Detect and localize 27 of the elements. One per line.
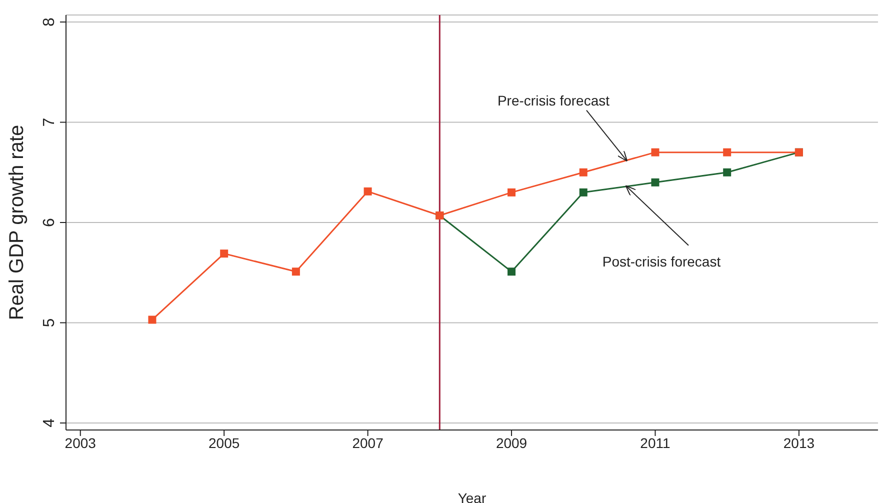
x-tick-label: 2013 [783, 434, 815, 451]
y-tick-label: 6 [41, 218, 58, 227]
point [364, 187, 372, 196]
point [508, 188, 516, 196]
y-tick-label: 8 [41, 17, 58, 26]
x-tick-label: 2009 [496, 434, 528, 451]
x-tick-label: 2011 [640, 434, 671, 451]
point [723, 168, 732, 176]
point [220, 250, 228, 258]
point [148, 316, 156, 324]
y-axis-title: Real GDP growth rate [6, 124, 28, 320]
point [579, 188, 588, 196]
x-tick-label: 2007 [352, 434, 384, 451]
y-tick-label: 7 [41, 118, 58, 127]
annotation: Pre-crisis forecast [497, 92, 610, 108]
point [579, 168, 588, 176]
y-tick-label: 5 [41, 318, 58, 328]
y-tick-label: 4 [41, 418, 58, 428]
x-axis-title: Year [458, 490, 486, 503]
annotation: Post-crisis forecast [602, 253, 721, 270]
point [723, 148, 732, 156]
point [651, 148, 660, 156]
point [508, 268, 516, 276]
x-tick-label: 2003 [64, 434, 96, 451]
point [292, 268, 300, 276]
point [651, 178, 660, 186]
x-tick-label: 2005 [208, 434, 240, 451]
